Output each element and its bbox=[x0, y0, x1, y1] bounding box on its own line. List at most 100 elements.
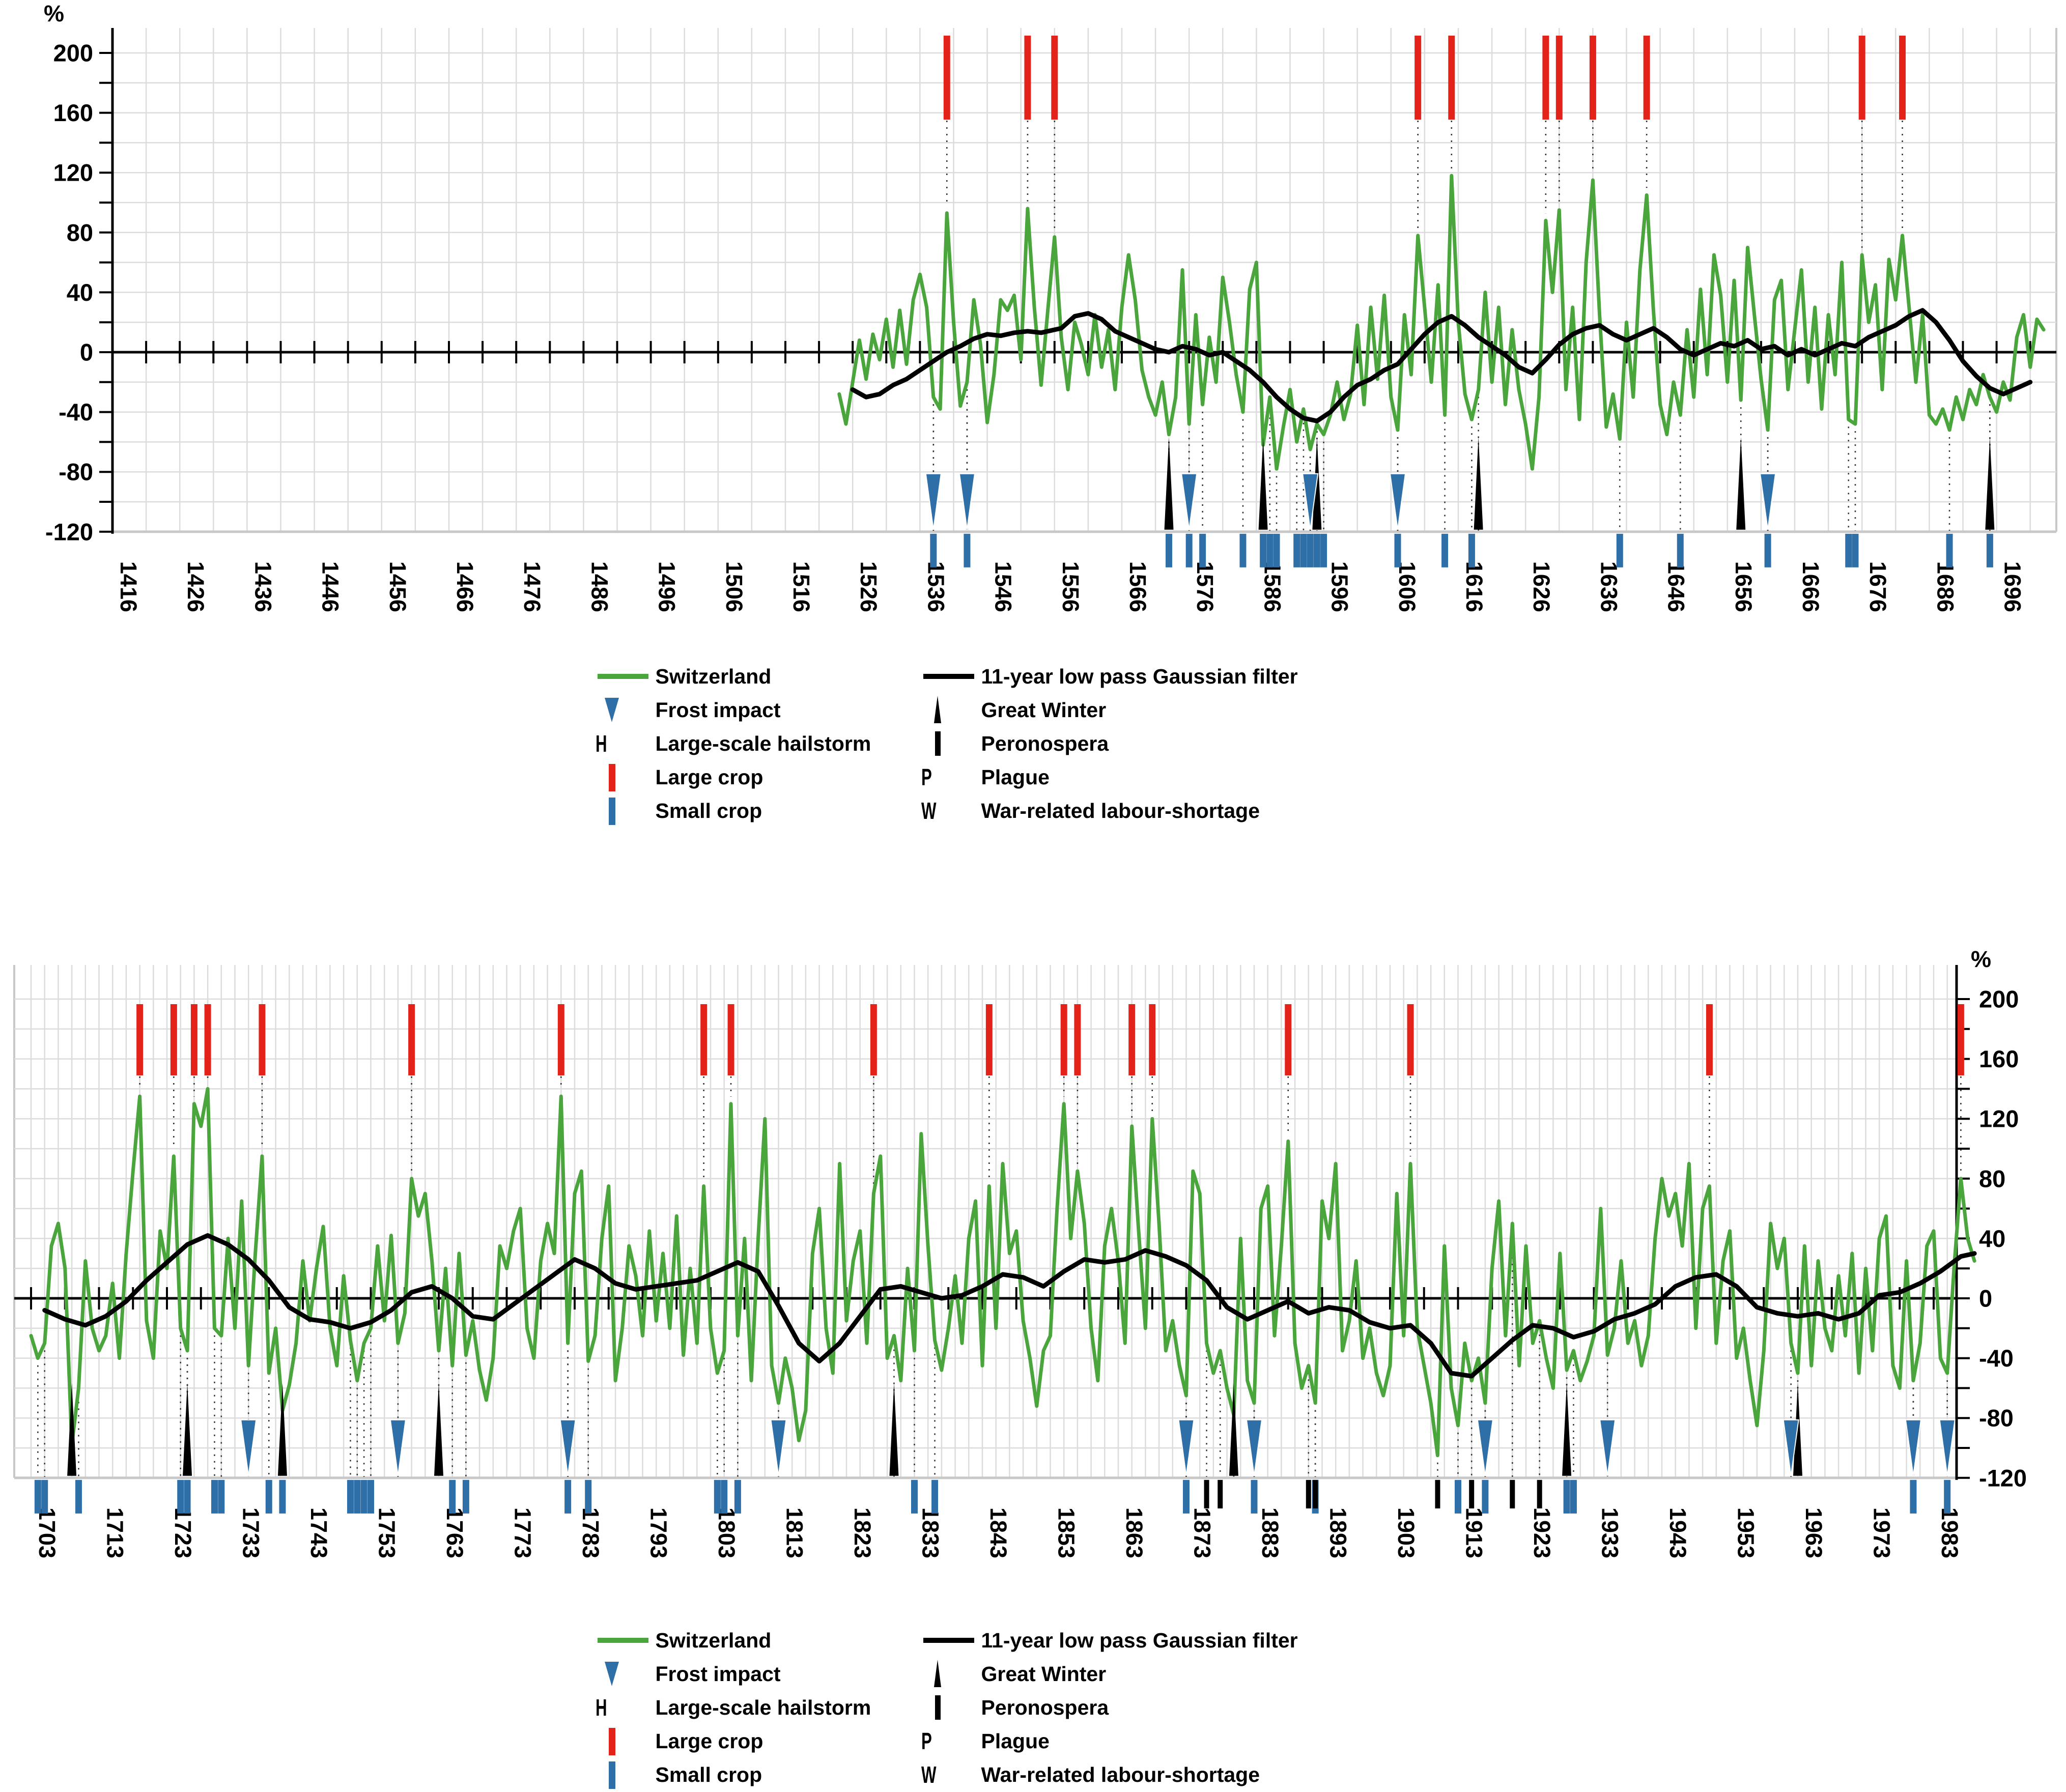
legend-item-switzerland: Switzerland bbox=[596, 664, 921, 689]
small-crop-marker bbox=[964, 533, 971, 567]
y-tick-label: 80 bbox=[67, 219, 93, 246]
series-gaussian-filter bbox=[42, 1233, 1977, 1379]
legend-item-small-crop: Small crop bbox=[596, 795, 921, 826]
x-tick-label: 1646 bbox=[1663, 561, 1689, 612]
peronospera-marker bbox=[1435, 1480, 1440, 1509]
x-tick-label: 1446 bbox=[318, 561, 344, 612]
small-crop-marker bbox=[1260, 533, 1267, 567]
small-crop-marker bbox=[1185, 533, 1193, 567]
small-crop-marker bbox=[75, 1480, 82, 1514]
frost-impact-marker bbox=[389, 1419, 407, 1476]
x-tick-label: 1556 bbox=[1058, 561, 1084, 612]
axis-labels: 200 160 120 80 40 0 -40 -80 -120% 1416 1426 1436 144… bbox=[44, 1, 2026, 612]
x-tick-label: 1823 bbox=[850, 1507, 875, 1558]
frost-impact-marker bbox=[770, 1419, 787, 1476]
legend-row: Switzerland 11-year low pass Gaussian fi… bbox=[596, 660, 1471, 693]
legend-label: Switzerland bbox=[655, 1628, 772, 1652]
y-tick-label: -80 bbox=[1979, 1405, 2014, 1432]
small-crop-marker bbox=[1677, 533, 1684, 567]
legend-row: Frost impact Great Winter bbox=[596, 693, 1471, 727]
switzerland-line-icon bbox=[596, 664, 656, 689]
legend-item-war: W War-related labour-shortage bbox=[921, 797, 1471, 824]
legend-label: Frost impact bbox=[655, 698, 781, 722]
plague-icon: P bbox=[921, 1728, 932, 1754]
legend-row: Switzerland 11-year low pass Gaussian fi… bbox=[596, 1624, 1471, 1657]
large-crop-marker bbox=[1858, 36, 1865, 120]
x-tick-label: 1636 bbox=[1596, 561, 1622, 612]
legend-row: H Large-scale hailstorm Peronospera bbox=[596, 727, 1471, 760]
x-tick-label: 1546 bbox=[990, 561, 1016, 612]
legend-label: Frost impact bbox=[655, 1662, 781, 1686]
x-tick-label: 1793 bbox=[646, 1507, 672, 1558]
x-tick-label: 1803 bbox=[714, 1507, 740, 1558]
legend-row: Small crop W War-related labour-shortage bbox=[596, 794, 1471, 828]
x-tick-label: 1486 bbox=[586, 561, 612, 612]
small-crop-marker bbox=[1946, 533, 1953, 567]
large-crop-marker bbox=[170, 1004, 177, 1075]
small-crop-marker bbox=[1394, 533, 1401, 567]
legend-item-small-crop: Small crop bbox=[596, 1759, 921, 1790]
series-switzerland bbox=[837, 174, 2046, 471]
small-crop-marker bbox=[1183, 1480, 1190, 1514]
x-tick-label: 1833 bbox=[918, 1507, 944, 1558]
legend-item-large-crop: Large crop bbox=[596, 762, 921, 792]
x-tick-label: 1973 bbox=[1869, 1507, 1895, 1558]
x-tick-label: 1733 bbox=[238, 1507, 264, 1558]
great-winter-marker bbox=[183, 1383, 192, 1476]
legend-bottom: Switzerland 11-year low pass Gaussian fi… bbox=[596, 1624, 1471, 1791]
great-winter-marker bbox=[1229, 1383, 1238, 1476]
small-crop-marker bbox=[279, 1480, 286, 1514]
legend-label: Great Winter bbox=[981, 698, 1107, 722]
x-tick-label: 1763 bbox=[442, 1507, 468, 1558]
x-tick-label: 1476 bbox=[519, 561, 545, 612]
x-tick-label: 1893 bbox=[1325, 1507, 1351, 1558]
small-crop-marker bbox=[211, 1480, 218, 1514]
large-crop-marker bbox=[870, 1004, 877, 1075]
legend-label: 11-year low pass Gaussian filter bbox=[981, 1628, 1298, 1652]
x-tick-label: 1923 bbox=[1529, 1507, 1555, 1558]
legend-item-plague: P Plague bbox=[921, 763, 1471, 791]
peronospera-marker bbox=[1313, 1480, 1318, 1509]
legend-label: Plague bbox=[981, 1729, 1050, 1753]
x-tick-label: 1466 bbox=[452, 561, 478, 612]
legend-item-gaussian-filter: 11-year low pass Gaussian filter bbox=[921, 1628, 1471, 1653]
large-crop-marker bbox=[1149, 1004, 1156, 1075]
y-tick-label: 0 bbox=[1979, 1285, 1992, 1312]
x-tick-label: 1426 bbox=[183, 561, 209, 612]
y-axis-unit-label: % bbox=[1971, 946, 1991, 972]
legend-item-large-crop: Large crop bbox=[596, 1726, 921, 1756]
legend-label: War-related labour-shortage bbox=[981, 1762, 1260, 1786]
y-tick-label: 0 bbox=[80, 339, 93, 366]
legend-label: Great Winter bbox=[981, 1662, 1107, 1686]
x-tick-label: 1943 bbox=[1665, 1507, 1691, 1558]
x-tick-label: 1416 bbox=[116, 561, 141, 612]
large-crop-marker bbox=[136, 1004, 144, 1075]
small-crop-marker bbox=[714, 1480, 721, 1514]
large-crop-marker bbox=[1407, 1004, 1414, 1075]
gridlines bbox=[111, 28, 2057, 533]
large-crop-marker bbox=[1051, 36, 1058, 120]
switzerland-line-icon bbox=[596, 1628, 656, 1653]
large-crop-marker bbox=[1074, 1004, 1081, 1075]
small-crop-marker bbox=[218, 1480, 225, 1514]
small-crop-marker bbox=[1764, 533, 1771, 567]
legend-label: Peronospera bbox=[981, 1695, 1109, 1719]
frost-impact-marker bbox=[925, 473, 942, 530]
large-crop-marker bbox=[557, 1004, 564, 1075]
y-tick-label: -80 bbox=[59, 459, 93, 486]
great-winter-marker bbox=[434, 1383, 443, 1476]
y-tick-label: 40 bbox=[1979, 1225, 2005, 1252]
x-tick-label: 1963 bbox=[1801, 1507, 1827, 1558]
peronospera-marker bbox=[1469, 1480, 1475, 1509]
y-tick-label: -120 bbox=[1979, 1464, 2027, 1491]
x-tick-label: 1883 bbox=[1257, 1507, 1283, 1558]
legend-item-plague: P Plague bbox=[921, 1727, 1471, 1755]
x-tick-label: 1616 bbox=[1461, 561, 1487, 612]
x-tick-label: 1626 bbox=[1529, 561, 1554, 612]
great-winter-marker bbox=[1985, 437, 1995, 530]
x-tick-label: 1933 bbox=[1597, 1507, 1623, 1558]
small-crop-marker bbox=[1455, 1480, 1461, 1514]
large-crop-marker bbox=[1414, 36, 1422, 120]
frost-impact-marker bbox=[1905, 1419, 1922, 1476]
small-crop-marker bbox=[1266, 533, 1273, 567]
